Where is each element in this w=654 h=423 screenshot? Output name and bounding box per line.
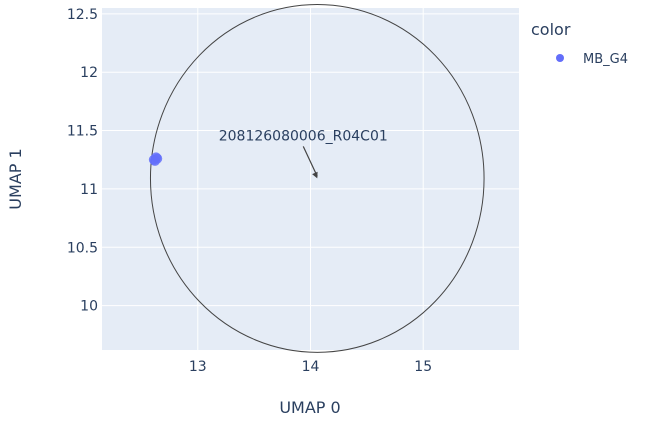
annotation-label: 208126080006_R04C01 (219, 128, 388, 144)
annotation-arrowhead (312, 171, 318, 179)
annotation-layer: 208126080006_R04C01 (219, 128, 388, 179)
x-tick-label: 15 (414, 359, 432, 375)
y-tick-label: 11.5 (67, 124, 98, 140)
y-tick-label: 10.5 (67, 240, 98, 256)
legend-marker (556, 54, 564, 62)
x-axis-title: UMAP 0 (279, 398, 340, 417)
y-tick-label: 12 (80, 65, 98, 81)
y-tick-label: 10 (80, 299, 98, 315)
x-axis-ticks: 13 14 15 (189, 359, 432, 375)
grid-lines (102, 8, 519, 350)
shape-layer (149, 3, 485, 353)
y-axis-ticks: 10 10.5 11 11.5 12 12.5 (67, 7, 98, 315)
y-axis-title: UMAP 1 (6, 148, 25, 209)
highlight-circle (149, 3, 485, 353)
y-tick-label: 12.5 (67, 7, 98, 23)
x-tick-label: 14 (302, 359, 320, 375)
scatter-points[interactable] (148, 152, 163, 166)
legend[interactable]: color MB_G4 (531, 20, 628, 67)
x-tick-label: 13 (189, 359, 207, 375)
annotation-arrow-line (302, 146, 318, 177)
y-tick-label: 11 (80, 182, 98, 198)
scatter-point[interactable] (149, 155, 160, 166)
legend-item-label[interactable]: MB_G4 (583, 52, 628, 67)
legend-title: color (531, 20, 571, 39)
